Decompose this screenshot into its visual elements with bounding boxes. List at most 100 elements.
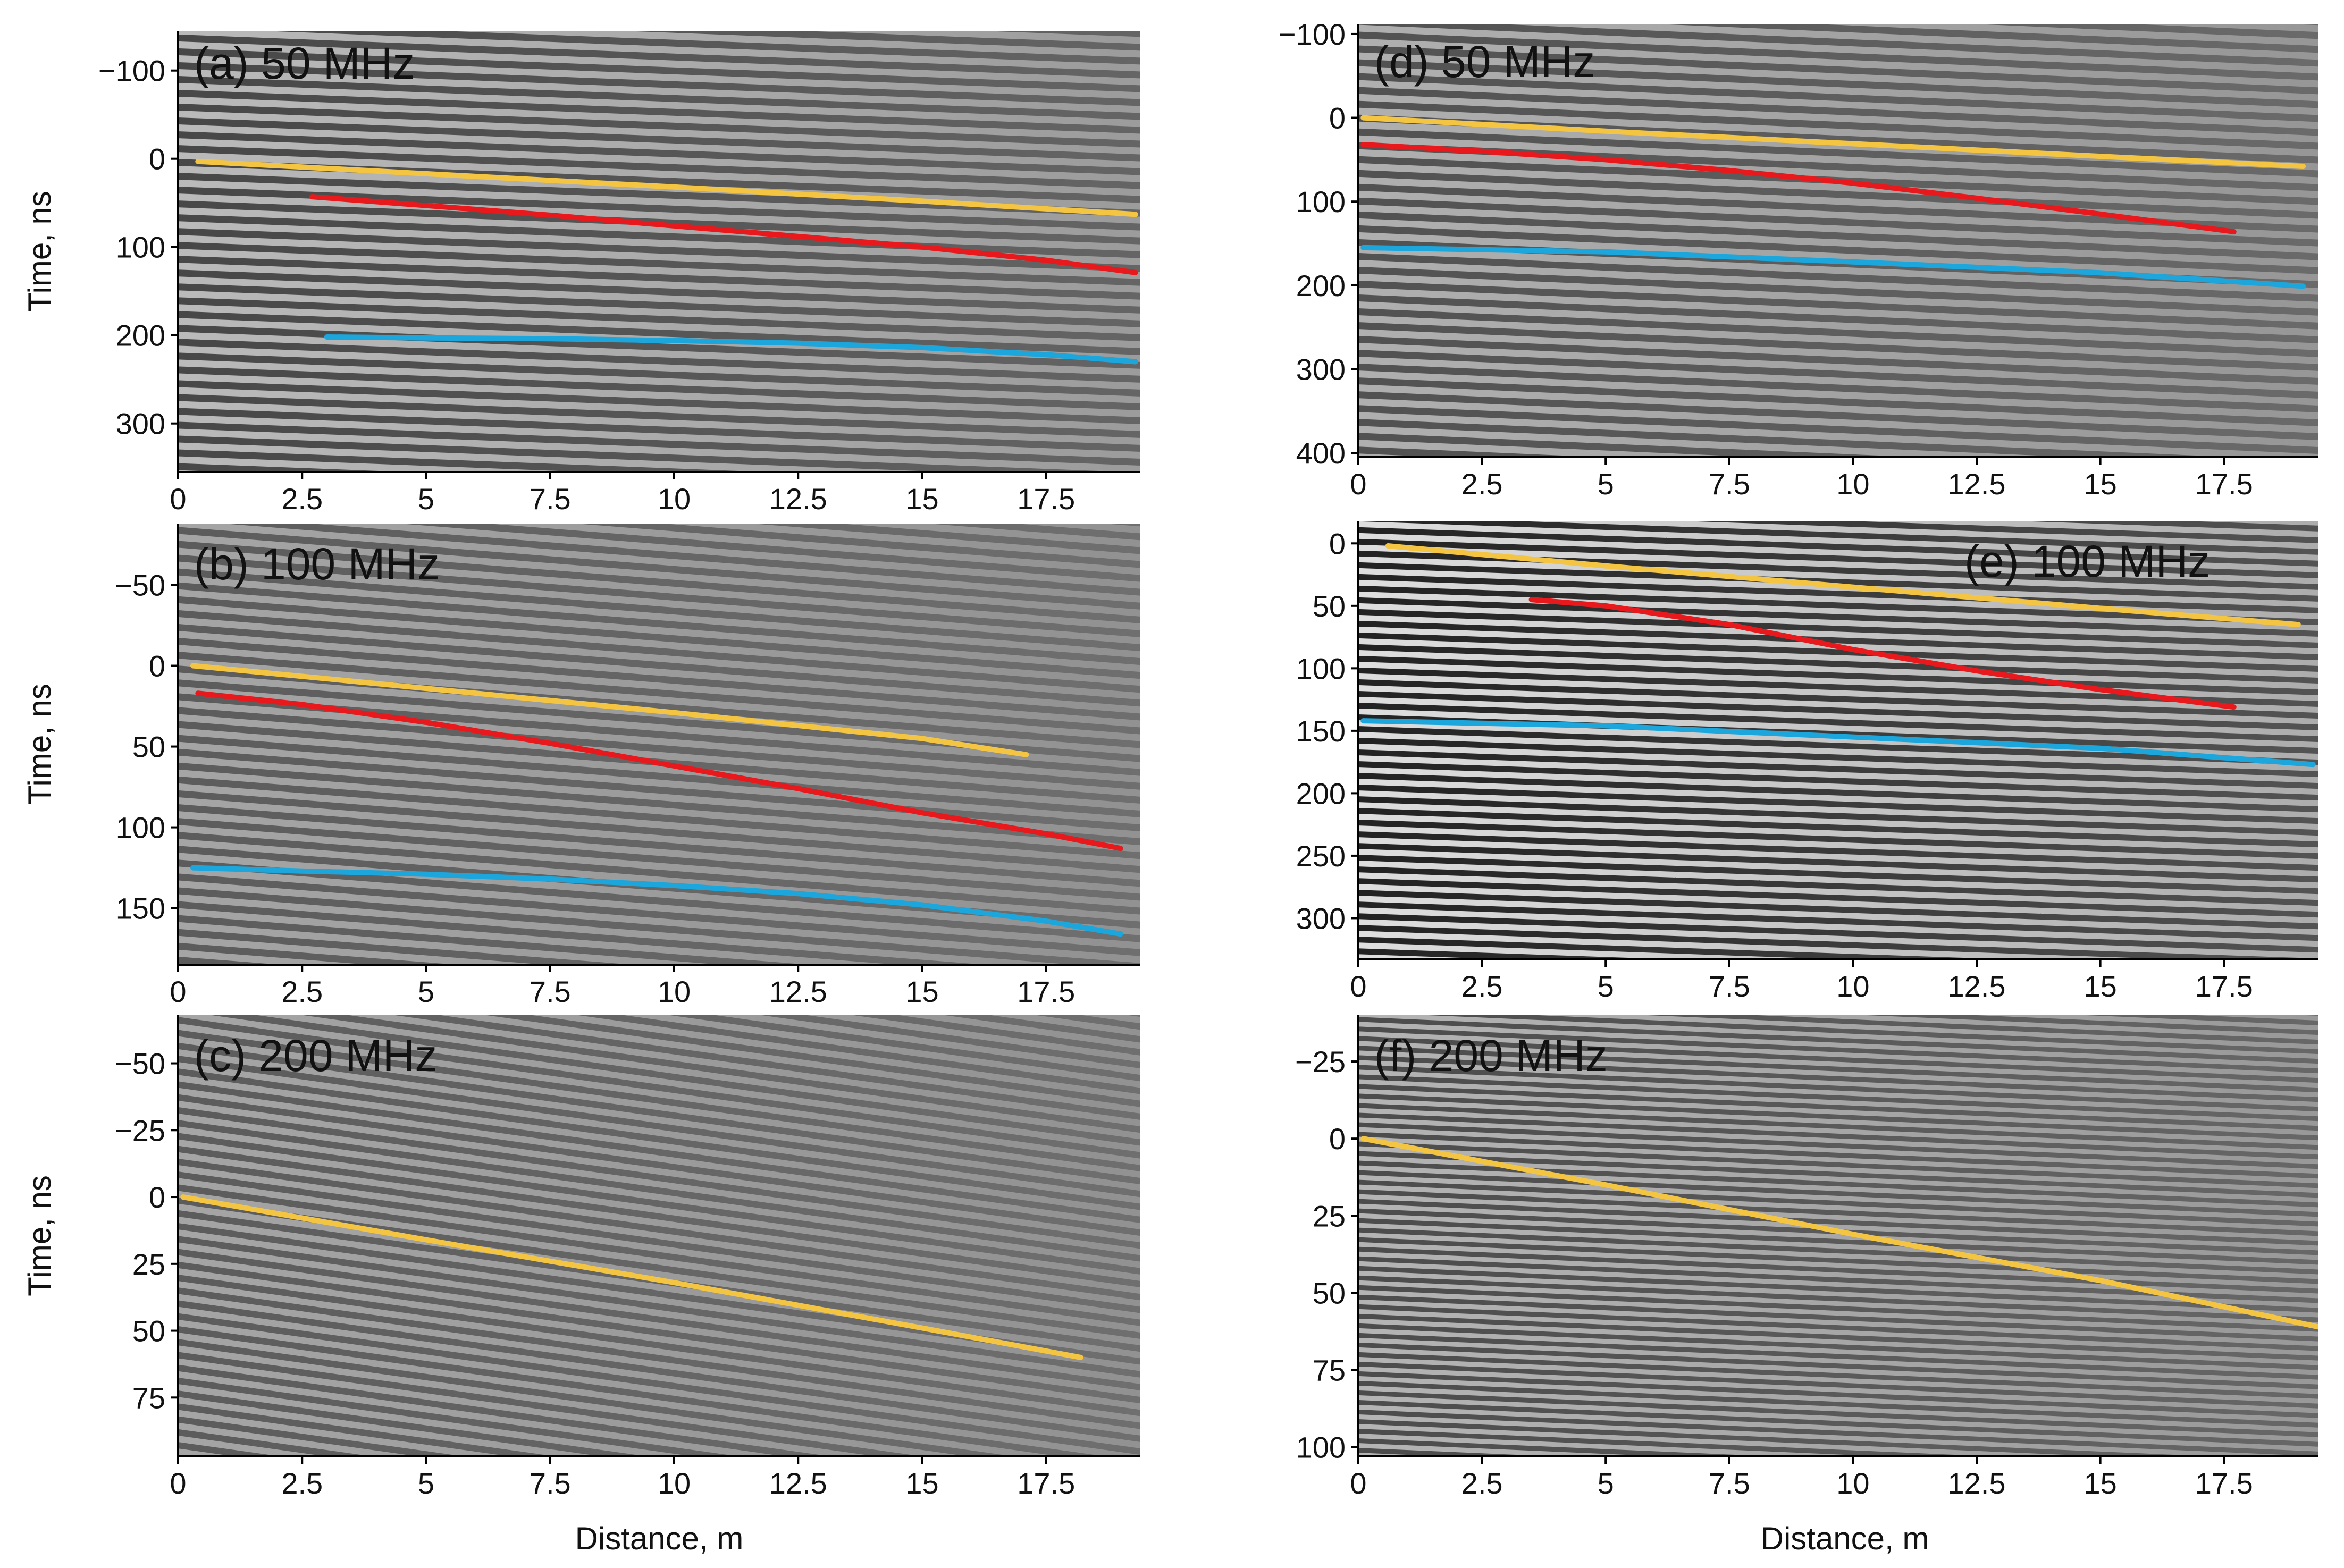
y-tick-label: −25 xyxy=(1295,1045,1346,1078)
y-tick-label: 0 xyxy=(149,142,165,176)
panel-b: 0 2.5 5 7.5 10 12.5 15 17.5 −50 0 50 100 150 (b) 100 … xyxy=(22,524,1140,1008)
y-tick-label: 0 xyxy=(1329,527,1346,560)
x-tick-label: 7.5 xyxy=(530,482,571,516)
panel-e: 0 2.5 5 7.5 10 12.5 15 17.5 0 50 100 150 200 250 300 (e… xyxy=(1296,521,2318,1003)
radargram-fade xyxy=(1358,1015,2318,1456)
y-tick-label: 100 xyxy=(1296,185,1346,218)
x-tick-label: 15 xyxy=(2083,1466,2116,1500)
radargram-fade xyxy=(178,524,1140,965)
x-axis-label: Distance, m xyxy=(1761,1521,1929,1556)
y-tick-label: 200 xyxy=(1296,777,1346,810)
x-tick-label: 0 xyxy=(1350,1466,1366,1500)
radargram-fade xyxy=(1358,24,2318,457)
y-tick-label: −100 xyxy=(1279,18,1346,51)
y-tick-label: 100 xyxy=(1296,652,1346,685)
x-tick-label: 10 xyxy=(658,975,691,1008)
series-line-2 xyxy=(1360,718,2316,768)
y-tick-label: 300 xyxy=(116,407,165,441)
y-tick-label: 25 xyxy=(132,1247,165,1281)
x-tick-label: 17.5 xyxy=(2195,467,2253,501)
y-tick-label: 400 xyxy=(1296,436,1346,470)
x-tick-label: 12.5 xyxy=(1948,467,2006,501)
x-tick-label: 12.5 xyxy=(769,975,827,1008)
y-tick-label: 0 xyxy=(149,650,165,683)
panel-d: 0 2.5 5 7.5 10 12.5 15 17.5 −100 0 100 200 300 400 (d)… xyxy=(1279,18,2318,501)
x-tick-label: 2.5 xyxy=(281,482,323,516)
y-tick-label: 50 xyxy=(132,730,165,764)
panel-c: 0 2.5 5 7.5 10 12.5 15 17.5 −50 −25 0 25 50 75 (c) 200… xyxy=(22,1015,1140,1556)
x-axis-label: Distance, m xyxy=(575,1521,744,1556)
series-line-2 xyxy=(1360,245,2306,289)
x-tick-label: 15 xyxy=(2083,467,2116,501)
x-tick-label: 17.5 xyxy=(1017,482,1075,516)
series-line-0 xyxy=(1360,1136,2318,1330)
x-tick-label: 0 xyxy=(170,1466,186,1500)
radargram-fade xyxy=(178,31,1140,472)
y-tick-label: 25 xyxy=(1313,1199,1346,1233)
radargram-fade xyxy=(178,1015,1140,1456)
series-line-1 xyxy=(195,690,1123,852)
y-tick-label: 150 xyxy=(1296,714,1346,748)
series-line-1 xyxy=(1528,597,2237,710)
panel-title: (c) 200 MHz xyxy=(194,1031,437,1081)
y-tick-label: 100 xyxy=(116,231,165,264)
series-line-0 xyxy=(190,663,1029,757)
y-tick-label: 50 xyxy=(1313,589,1346,623)
y-tick-label: 300 xyxy=(1296,901,1346,935)
series-line-2 xyxy=(324,334,1138,365)
series-line-0 xyxy=(1360,115,2306,169)
y-tick-label: 200 xyxy=(116,319,165,352)
x-tick-label: 5 xyxy=(1598,970,1614,1003)
x-tick-label: 17.5 xyxy=(1017,975,1075,1008)
panel-title: (e) 100 MHz xyxy=(1964,536,2210,586)
x-tick-label: 15 xyxy=(905,975,938,1008)
x-tick-label: 15 xyxy=(905,482,938,516)
x-tick-label: 7.5 xyxy=(1709,1466,1750,1500)
x-tick-label: 15 xyxy=(905,1466,938,1500)
x-tick-label: 7.5 xyxy=(530,975,571,1008)
x-tick-label: 17.5 xyxy=(2195,970,2253,1003)
series-line-0 xyxy=(180,1194,1083,1360)
x-tick-label: 15 xyxy=(2083,970,2116,1003)
x-tick-label: 12.5 xyxy=(769,482,827,516)
x-tick-label: 2.5 xyxy=(1461,467,1503,501)
x-tick-label: 2.5 xyxy=(281,975,323,1008)
x-tick-label: 10 xyxy=(658,1466,691,1500)
x-tick-label: 10 xyxy=(658,482,691,516)
x-tick-label: 0 xyxy=(1350,467,1366,501)
x-tick-label: 17.5 xyxy=(1017,1466,1075,1500)
x-tick-label: 10 xyxy=(1836,1466,1869,1500)
x-tick-label: 7.5 xyxy=(1709,970,1750,1003)
series-line-2 xyxy=(190,865,1123,937)
y-axis-label: Time, ns xyxy=(22,1175,57,1296)
x-tick-label: 10 xyxy=(1836,467,1869,501)
y-tick-label: 0 xyxy=(149,1181,165,1214)
y-tick-label: 100 xyxy=(116,811,165,845)
series-line-1 xyxy=(1360,142,2237,234)
y-tick-label: 200 xyxy=(1296,269,1346,302)
x-tick-label: 0 xyxy=(170,482,186,516)
y-axis-label: Time, ns xyxy=(22,191,57,312)
x-tick-label: 0 xyxy=(1350,970,1366,1003)
series-line-1 xyxy=(309,194,1138,275)
x-tick-label: 12.5 xyxy=(769,1466,827,1500)
y-tick-label: 50 xyxy=(132,1314,165,1348)
x-tick-label: 5 xyxy=(418,975,434,1008)
y-tick-label: −50 xyxy=(115,1047,165,1081)
y-tick-label: 75 xyxy=(1313,1353,1346,1387)
panel-title: (b) 100 MHz xyxy=(194,539,440,589)
panel-f: 0 2.5 5 7.5 10 12.5 15 17.5 −25 0 25 50 75 100 (f) 200… xyxy=(1295,1015,2318,1556)
y-tick-label: 150 xyxy=(116,892,165,925)
panel-title: (a) 50 MHz xyxy=(194,38,415,88)
y-tick-label: 0 xyxy=(1329,1122,1346,1156)
x-tick-label: 2.5 xyxy=(1461,1466,1503,1500)
x-tick-label: 10 xyxy=(1836,970,1869,1003)
panel-a: 0 2.5 5 7.5 10 12.5 15 17.5 −100 0 100 200 300 (a) 50… xyxy=(22,31,1140,516)
panel-title: (d) 50 MHz xyxy=(1374,37,1595,87)
x-tick-label: 12.5 xyxy=(1948,970,2006,1003)
x-tick-label: 17.5 xyxy=(2195,1466,2253,1500)
series-line-0 xyxy=(195,158,1138,217)
y-tick-label: 100 xyxy=(1296,1431,1346,1464)
panel-title: (f) 200 MHz xyxy=(1374,1031,1608,1081)
